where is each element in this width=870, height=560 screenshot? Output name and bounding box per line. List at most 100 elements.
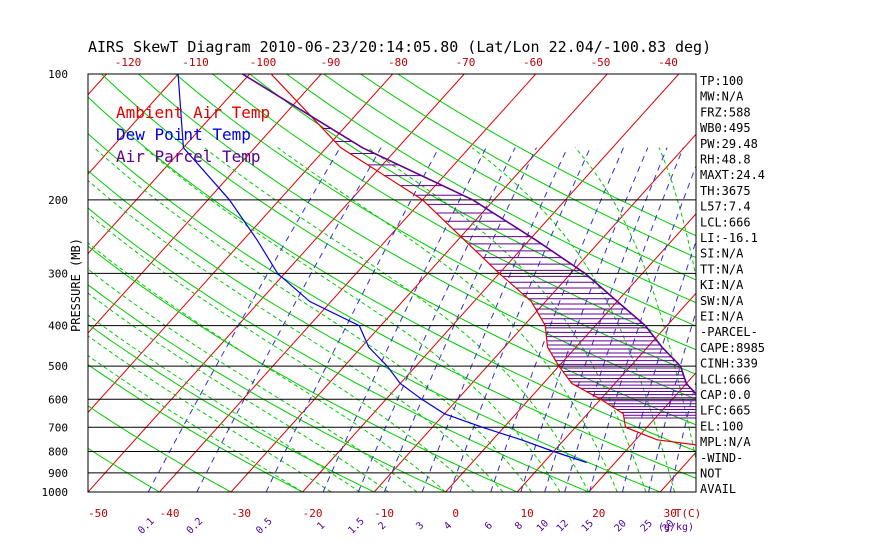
index-label: NOT	[700, 467, 722, 481]
index-label: AVAIL	[700, 482, 736, 496]
top-temp-tick-label: -100	[250, 56, 277, 69]
top-temp-tick-label: -120	[115, 56, 142, 69]
moist-adiabat-line	[574, 147, 696, 462]
isotherm-line	[588, 372, 696, 492]
dry-adiabat-line	[88, 323, 375, 492]
isotherm-line	[88, 74, 394, 414]
pressure-tick-label: 600	[48, 393, 68, 406]
index-label: -WIND-	[700, 451, 743, 465]
top-temp-tick-label: -60	[523, 56, 543, 69]
isotherm-line	[230, 74, 608, 492]
isotherm-line	[159, 74, 537, 492]
index-label: WB0:495	[700, 121, 751, 135]
dry-adiabat-line	[175, 74, 696, 375]
index-label: LCL:666	[700, 215, 751, 229]
top-temp-tick-label: -50	[591, 56, 611, 69]
index-label: CINH:339	[700, 357, 758, 371]
dry-adiabat-line	[88, 169, 661, 492]
pressure-tick-label: 900	[48, 467, 68, 480]
mixing-ratio-tick-label: 12	[555, 518, 571, 534]
isotherm-line	[659, 451, 696, 492]
mixing-ratio-line	[196, 147, 382, 492]
top-temp-tick-label: -70	[456, 56, 476, 69]
pressure-tick-label: 1000	[42, 486, 69, 499]
moist-adiabat-line	[277, 147, 618, 492]
dry-adiabat-line	[88, 364, 303, 492]
series-line-0	[270, 74, 696, 492]
mixing-ratio-tick-label: 8	[513, 520, 525, 532]
top-temp-tick-label: -110	[182, 56, 209, 69]
index-label: TH:3675	[700, 184, 751, 198]
isotherm-line	[88, 74, 322, 334]
index-label: EL:100	[700, 419, 743, 433]
legend-entry: Ambient Air Temp	[116, 103, 270, 122]
cape-hatching	[322, 127, 696, 419]
mixing-ratio-line	[357, 147, 516, 492]
bottom-temp-tick-label: -50	[88, 507, 108, 520]
mixing-ratio-line	[147, 147, 341, 492]
pressure-tick-label: 500	[48, 360, 68, 373]
profile-series	[177, 74, 696, 492]
mixing-ratio-line	[520, 147, 649, 492]
moist-adiabat-line	[88, 179, 504, 492]
dry-adiabat-line	[88, 284, 446, 492]
pressure-tick-label: 400	[48, 320, 68, 333]
index-label: SW:N/A	[700, 294, 744, 308]
plot-frame	[87, 73, 697, 493]
index-label: LCL:666	[700, 372, 751, 386]
index-label: KI:N/A	[700, 278, 744, 292]
moist-adiabat-line	[143, 147, 561, 492]
isotherm-line	[445, 213, 696, 492]
mixing-ratio-tick-label: 20	[613, 518, 629, 534]
pressure-tick-label: 200	[48, 194, 68, 207]
series-line-2	[242, 74, 696, 428]
index-label: CAPE:8985	[700, 341, 765, 355]
dry-adiabat-line	[360, 74, 696, 259]
bottom-temp-tick-label: 0	[452, 507, 459, 520]
pressure-tick-label: 800	[48, 445, 68, 458]
index-label: SI:N/A	[700, 247, 744, 261]
moist-adiabat-line	[203, 147, 590, 492]
dry-adiabat-line	[286, 74, 696, 304]
mixing-ratio-line	[383, 147, 537, 492]
moist-adiabat-line	[88, 314, 361, 492]
top-temp-tick-label: -80	[388, 56, 408, 69]
index-label: TT:N/A	[700, 262, 744, 276]
dry-adiabat-line	[138, 74, 696, 400]
isobar-lines	[87, 73, 697, 493]
index-label: LFC:665	[700, 404, 751, 418]
y-axis-label: PRESSURE (MB)	[69, 238, 83, 332]
mixing-ratio-line	[544, 147, 668, 492]
bottom-temp-tick-label: -10	[374, 507, 394, 520]
moist-adiabat-line	[88, 355, 303, 492]
legend-entry: Dew Point Temp	[116, 125, 251, 144]
isotherm-line	[516, 292, 696, 492]
mixing-ratio-tick-label: 3	[414, 520, 426, 532]
index-label: LI:-16.1	[700, 231, 758, 245]
isotherm-line	[0, 74, 35, 492]
bottom-temp-tick-label: -40	[160, 507, 180, 520]
mixing-ratio-tick-label: 1.5	[346, 516, 367, 537]
bottom-temp-tick-label: -20	[303, 507, 323, 520]
pressure-tick-label: 100	[48, 68, 68, 81]
bottom-temp-tick-label: 10	[521, 507, 534, 520]
chart-legend: Ambient Air Temp Dew Point Temp Air Parcel…	[116, 103, 270, 166]
moist-adiabat-lines	[88, 147, 696, 492]
mixing-ratio-tick-label: 10	[535, 518, 551, 534]
mixing-ratio-tick-label: 15	[580, 518, 596, 534]
dry-adiabat-line	[212, 74, 696, 351]
isotherm-line	[88, 74, 250, 255]
index-label: RH:48.8	[700, 153, 751, 167]
dry-adiabat-line	[88, 96, 696, 452]
legend-entry: Air Parcel Temp	[116, 147, 261, 166]
isotherm-line	[88, 74, 465, 492]
isotherm-lines	[0, 74, 696, 492]
dry-adiabat-line	[88, 405, 232, 492]
moist-adiabat-line	[88, 335, 332, 492]
bottom-temp-tick-label: 20	[592, 507, 605, 520]
mixing-ratio-line	[322, 147, 487, 492]
mixing-ratio-tick-label: 0.2	[185, 516, 206, 537]
